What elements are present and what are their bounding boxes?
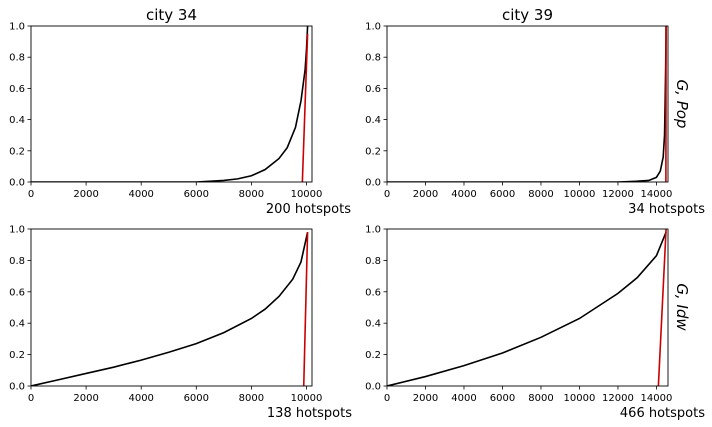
x-tick-label: 14000 [641,393,673,404]
x-tick-label: 10000 [564,189,596,200]
y-tick-label: 0.6 [9,287,25,298]
series-line-1 [31,231,309,386]
x-tick-label: 4000 [451,189,476,200]
x-tick-label: 12000 [602,393,634,404]
y-tick-label: 0.0 [365,178,381,189]
y-tick-label: 0.0 [9,178,25,189]
x-tick-label: 10000 [564,393,596,404]
y-tick-label: 1.0 [9,225,25,236]
chart-panel-4: 0 2000 4000 6000 8000 10000 12000 14000 0.0 0.2 0.… [365,225,705,422]
x-tick-label: 12000 [602,189,634,200]
y-tick-label: 0.2 [9,350,25,361]
x-tick-label: 8000 [528,189,553,200]
y-tick-label: 0.4 [9,319,25,330]
x-tick-label: 2000 [413,393,438,404]
x-tick-label: 8000 [239,393,264,404]
series-line-2 [302,232,309,386]
x-tick-label: 8000 [239,189,264,200]
hotspot-annotation: 466 hotspots [620,406,705,421]
y-tick-label: 0.4 [365,319,381,330]
plot-frame [30,25,313,183]
x-tick-label: 4000 [451,393,476,404]
y-tick-label: 0.4 [9,115,25,126]
y-tick-label: 1.0 [9,22,25,33]
y-tick-label: 0.6 [365,287,381,298]
y-tick-label: 0.8 [9,256,25,267]
plot-frame [30,228,313,387]
x-tick-label: 2000 [73,393,98,404]
y-tick-label: 0.6 [9,84,25,95]
chart-title: city 39 [502,6,553,24]
y-tick-label: 0.8 [365,256,381,267]
y-tick-label: 0.2 [365,146,381,157]
x-tick-label: 6000 [490,393,515,404]
series-line-2 [301,33,309,182]
x-tick-label: 8000 [528,393,553,404]
x-tick-label: 4000 [128,189,153,200]
chart-panel-2: 0 2000 4000 6000 8000 10000 12000 14000 0.0 0.2 0.… [365,6,705,217]
panels: 0 2000 4000 6000 8000 10000 0.0 0.2 0.4 0.6 0.8 1.0… [9,6,705,421]
y-tick-label: 0.2 [9,146,25,157]
x-tick-label: 0 [384,393,390,404]
x-tick-label: 4000 [128,393,153,404]
row-label-pop: G, Pop [673,80,691,129]
series-line-2 [657,229,667,386]
y-tick-label: 0.2 [365,350,381,361]
y-tick-label: 0.0 [9,382,25,393]
chart-panel-3: 0 2000 4000 6000 8000 10000 0.0 0.2 0.4 0.6 0.8 1.0… [9,225,352,422]
plot-frame [386,228,669,387]
x-tick-label: 6000 [184,189,209,200]
x-tick-label: 10000 [291,393,323,404]
plot-frame [386,25,669,183]
chart-panel-1: 0 2000 4000 6000 8000 10000 0.0 0.2 0.4 0.6 0.8 1.0… [9,6,351,217]
hotspot-annotation: 200 hotspots [266,202,351,217]
chart-title: city 34 [146,6,197,24]
x-tick-label: 14000 [641,189,673,200]
x-tick-label: 2000 [413,189,438,200]
y-tick-label: 1.0 [365,225,381,236]
x-tick-label: 6000 [184,393,209,404]
x-tick-label: 0 [384,189,390,200]
series-line-1 [31,26,309,182]
hotspot-annotation: 34 hotspots [628,202,705,217]
series-line-1 [387,231,667,386]
y-tick-label: 1.0 [365,22,381,33]
y-tick-label: 0.6 [365,84,381,95]
y-tick-label: 0.8 [9,53,25,64]
x-tick-label: 6000 [490,189,515,200]
y-tick-label: 0.4 [365,115,381,126]
y-tick-label: 0.8 [365,53,381,64]
y-tick-label: 0.0 [365,382,381,393]
x-tick-label: 0 [28,393,34,404]
x-tick-label: 10000 [291,189,323,200]
x-tick-label: 2000 [73,189,98,200]
hotspot-annotation: 138 hotspots [267,406,352,421]
x-tick-label: 0 [28,189,34,200]
row-label-idw: G, Idw [673,283,691,331]
series-line-1 [387,26,667,182]
